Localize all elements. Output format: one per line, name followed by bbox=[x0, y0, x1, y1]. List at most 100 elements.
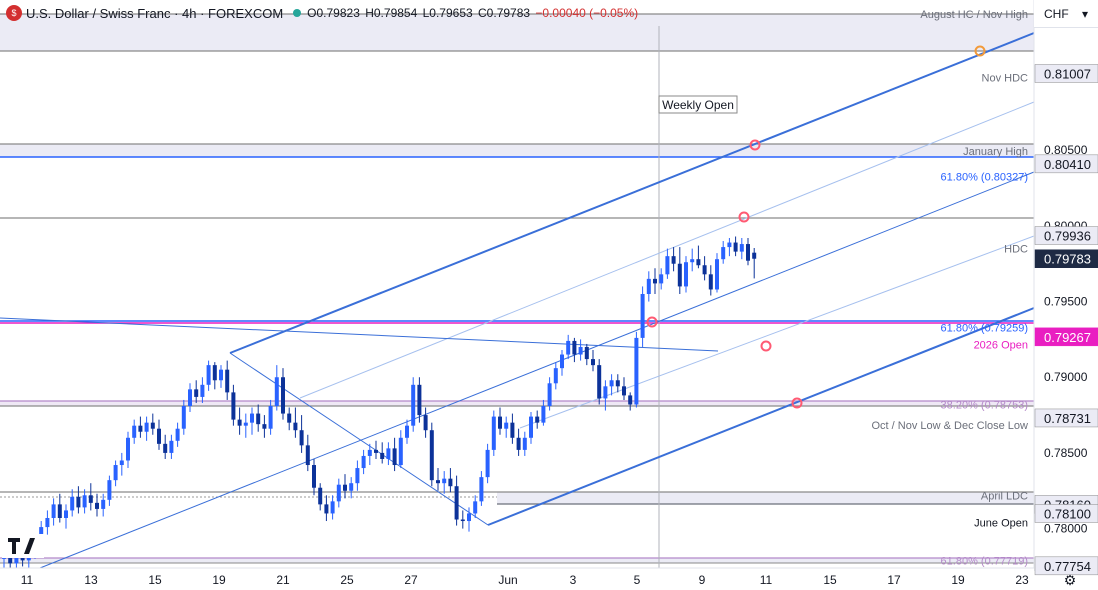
level-annotation: HDC bbox=[1004, 244, 1028, 256]
hdc-marker[interactable] bbox=[738, 211, 750, 223]
candle-body bbox=[448, 478, 453, 487]
january-high-zone bbox=[0, 144, 1034, 157]
candle-body bbox=[677, 263, 682, 287]
candle-body bbox=[553, 368, 558, 384]
candle-body bbox=[640, 294, 645, 338]
january-high-marker[interactable] bbox=[749, 139, 761, 151]
logo-bg bbox=[2, 534, 44, 558]
level-annotation: Nov HDC bbox=[982, 73, 1029, 85]
time-tick-label: 25 bbox=[340, 573, 354, 587]
time-tick-label: 17 bbox=[887, 573, 901, 587]
price-label-text: 0.79783 bbox=[1044, 252, 1091, 267]
price-tick-label: 0.80500 bbox=[1044, 143, 1088, 157]
candle-body bbox=[615, 380, 620, 387]
time-tick-label: 23 bbox=[1015, 573, 1029, 587]
candle-body bbox=[721, 247, 726, 260]
candle-body bbox=[715, 259, 719, 290]
november-high-zone bbox=[0, 14, 1034, 51]
candle-body bbox=[101, 499, 106, 509]
level-annotation: 61.80% (0.79259) bbox=[941, 322, 1028, 334]
candle-body bbox=[727, 242, 732, 248]
candle-body bbox=[460, 519, 465, 522]
candle-body bbox=[417, 384, 422, 416]
candle-body bbox=[659, 274, 664, 284]
candle-body bbox=[318, 487, 323, 505]
price-label-box bbox=[1034, 64, 1098, 83]
ohlc-open: O0.79823 bbox=[307, 6, 360, 20]
candle-body bbox=[622, 386, 626, 396]
candle-body bbox=[603, 386, 608, 399]
candle-body bbox=[535, 416, 540, 423]
candle-body bbox=[398, 437, 403, 466]
price-axis[interactable]: 0.805000.800000.795000.790000.785000.780… bbox=[1033, 0, 1098, 576]
candle-body bbox=[560, 354, 564, 369]
candle-body bbox=[547, 383, 552, 406]
price-label-box bbox=[1034, 408, 1098, 428]
gear-icon[interactable]: ⚙ bbox=[1063, 572, 1077, 588]
candle-body bbox=[479, 477, 484, 502]
fib-open-marker[interactable] bbox=[646, 316, 658, 328]
time-tick-label: Jun bbox=[498, 573, 517, 587]
candle-body bbox=[76, 496, 81, 508]
candle-body bbox=[367, 449, 372, 456]
weekly-open-tag: Weekly Open bbox=[658, 95, 738, 114]
candle-body bbox=[436, 480, 440, 484]
candle-body bbox=[473, 501, 478, 514]
fib-77719-zone bbox=[0, 558, 1034, 563]
candle-body bbox=[64, 510, 68, 518]
candle-body bbox=[597, 365, 602, 399]
candle-body bbox=[256, 413, 261, 425]
nov-hdc-marker[interactable] bbox=[974, 45, 986, 57]
candle-body bbox=[82, 495, 87, 508]
candle-body bbox=[293, 422, 298, 431]
candle-body bbox=[485, 449, 490, 478]
candle-body bbox=[454, 486, 459, 520]
candle-body bbox=[665, 256, 670, 275]
candle-body bbox=[175, 428, 180, 441]
time-axis-bg bbox=[0, 568, 1034, 590]
time-tick-label: 5 bbox=[634, 573, 641, 587]
ohlc-high: H0.79854 bbox=[365, 6, 418, 20]
candle-body bbox=[429, 430, 434, 481]
candle-body bbox=[591, 359, 595, 366]
candle-body bbox=[578, 346, 583, 355]
candle-body bbox=[374, 449, 378, 453]
candle-body bbox=[225, 369, 230, 393]
tradingview-logo[interactable] bbox=[2, 534, 44, 558]
price-label-box bbox=[1034, 504, 1098, 523]
candle-body bbox=[349, 483, 354, 491]
candle-body bbox=[572, 340, 577, 355]
descending-trendline bbox=[0, 317, 719, 352]
currency-selector[interactable]: CHF ▾ bbox=[1034, 0, 1098, 28]
channel-support-marker[interactable] bbox=[791, 397, 803, 409]
time-tick-label: 15 bbox=[823, 573, 837, 587]
candle-body bbox=[51, 504, 56, 518]
symbol-title[interactable]: U.S. Dollar / Swiss Franc · 4h · FOREXCO… bbox=[26, 5, 284, 21]
candle-body bbox=[405, 425, 409, 438]
candle-body bbox=[498, 416, 502, 429]
candle-body bbox=[274, 377, 279, 406]
price-tick-label: 0.78000 bbox=[1044, 522, 1088, 536]
candle-body bbox=[88, 495, 93, 503]
candle-body bbox=[380, 452, 385, 459]
chart-header: $ U.S. Dollar / Swiss Franc · 4h · FOREX… bbox=[0, 0, 1034, 26]
price-label-text: 0.78731 bbox=[1044, 411, 1091, 426]
candle-body bbox=[628, 395, 633, 405]
time-axis[interactable]: 11 13 15 19 21 25 27 Jun 3 5 9 11 15 17 19 23 bbox=[0, 567, 1034, 590]
candle-body bbox=[163, 443, 168, 453]
ohlc-low: L0.79653 bbox=[422, 6, 473, 20]
candle-body bbox=[243, 422, 248, 426]
candle-body bbox=[696, 259, 701, 266]
quarter-line-marker[interactable] bbox=[760, 340, 772, 352]
price-tick-label: 0.79000 bbox=[1044, 370, 1088, 384]
logo-mark bbox=[8, 538, 35, 554]
candle-body bbox=[752, 252, 757, 259]
price-tick-label: 0.79500 bbox=[1044, 295, 1088, 309]
candle-body bbox=[150, 422, 155, 429]
candle-body bbox=[138, 425, 143, 432]
candle-body bbox=[609, 380, 614, 387]
level-annotation: 38.20% (0.78753) bbox=[941, 399, 1028, 411]
candle-body bbox=[541, 406, 546, 423]
candle-body bbox=[690, 259, 695, 263]
